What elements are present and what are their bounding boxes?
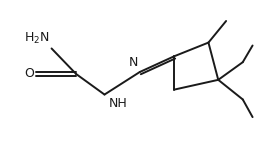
- Text: H$_2$N: H$_2$N: [24, 31, 50, 46]
- Text: O: O: [24, 67, 34, 81]
- Text: N: N: [128, 56, 138, 69]
- Text: NH: NH: [108, 98, 127, 111]
